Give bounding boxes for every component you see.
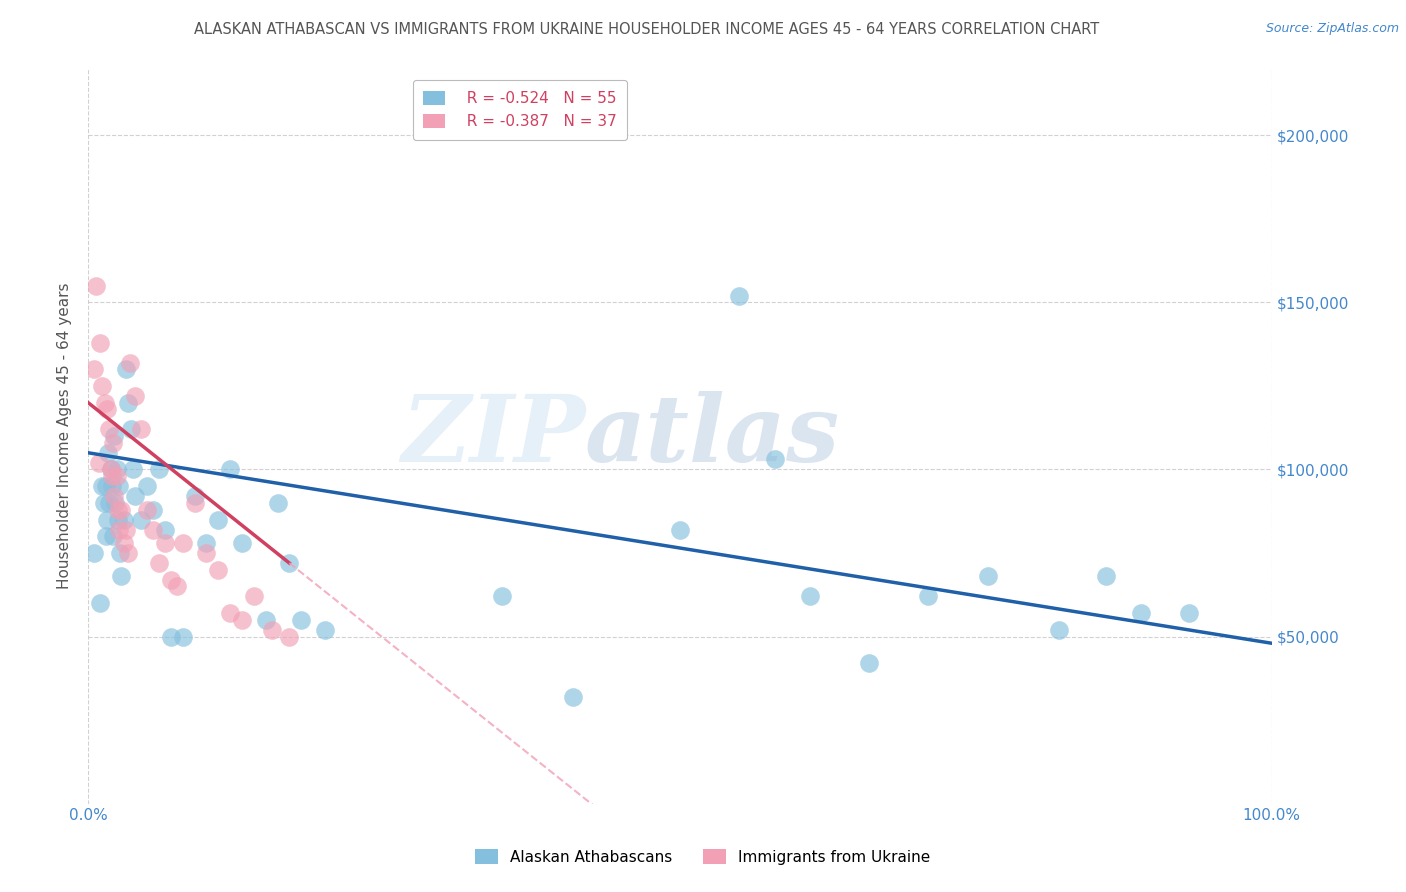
Point — [83, 362, 105, 376]
Point — [195, 546, 218, 560]
Point — [290, 613, 312, 627]
Point — [260, 623, 283, 637]
Point — [105, 462, 128, 476]
Point — [83, 546, 105, 560]
Point — [107, 513, 129, 527]
Point — [669, 523, 692, 537]
Point — [131, 422, 153, 436]
Point — [89, 596, 111, 610]
Point — [87, 456, 110, 470]
Point — [858, 657, 880, 671]
Point — [93, 496, 115, 510]
Point — [266, 496, 288, 510]
Point — [148, 556, 170, 570]
Point — [93, 395, 115, 409]
Point — [219, 462, 242, 476]
Point — [120, 422, 142, 436]
Point — [94, 479, 117, 493]
Point — [1177, 606, 1199, 620]
Y-axis label: Householder Income Ages 45 - 64 years: Householder Income Ages 45 - 64 years — [58, 283, 72, 590]
Point — [124, 489, 146, 503]
Point — [98, 422, 121, 436]
Point — [166, 579, 188, 593]
Point — [314, 623, 336, 637]
Legend: Alaskan Athabascans, Immigrants from Ukraine: Alaskan Athabascans, Immigrants from Ukr… — [470, 843, 936, 871]
Point — [153, 523, 176, 537]
Point — [103, 489, 125, 503]
Point — [97, 446, 120, 460]
Point — [96, 513, 118, 527]
Point — [122, 462, 145, 476]
Point — [100, 462, 122, 476]
Point — [172, 630, 194, 644]
Point — [105, 469, 128, 483]
Point — [153, 536, 176, 550]
Point — [1095, 569, 1118, 583]
Point — [124, 389, 146, 403]
Point — [142, 523, 165, 537]
Point — [89, 335, 111, 350]
Point — [160, 630, 183, 644]
Point — [100, 462, 122, 476]
Point — [108, 546, 131, 560]
Point — [160, 573, 183, 587]
Text: Source: ZipAtlas.com: Source: ZipAtlas.com — [1265, 22, 1399, 36]
Point — [183, 489, 205, 503]
Point — [104, 496, 127, 510]
Point — [101, 469, 124, 483]
Point — [107, 502, 129, 516]
Point — [136, 479, 159, 493]
Point — [86, 278, 108, 293]
Point — [91, 479, 114, 493]
Point — [142, 502, 165, 516]
Point — [491, 590, 513, 604]
Point — [148, 462, 170, 476]
Point — [136, 502, 159, 516]
Legend:   R = -0.524   N = 55,   R = -0.387   N = 37: R = -0.524 N = 55, R = -0.387 N = 37 — [413, 80, 627, 140]
Point — [1047, 623, 1070, 637]
Point — [101, 479, 124, 493]
Point — [243, 590, 266, 604]
Point — [118, 355, 141, 369]
Point — [112, 513, 135, 527]
Point — [219, 606, 242, 620]
Point — [195, 536, 218, 550]
Point — [183, 496, 205, 510]
Point — [231, 536, 253, 550]
Point — [131, 513, 153, 527]
Point — [117, 395, 139, 409]
Point — [1130, 606, 1153, 620]
Point — [172, 536, 194, 550]
Point — [110, 502, 132, 516]
Point — [115, 523, 138, 537]
Point — [728, 289, 751, 303]
Point — [278, 630, 301, 644]
Point — [94, 529, 117, 543]
Point — [278, 556, 301, 570]
Point — [207, 563, 229, 577]
Point — [976, 569, 998, 583]
Point — [101, 529, 124, 543]
Point — [207, 513, 229, 527]
Point — [254, 613, 277, 627]
Point — [112, 536, 135, 550]
Point — [91, 379, 114, 393]
Point — [101, 435, 124, 450]
Point — [562, 690, 585, 704]
Point — [763, 452, 786, 467]
Text: ALASKAN ATHABASCAN VS IMMIGRANTS FROM UKRAINE HOUSEHOLDER INCOME AGES 45 - 64 YE: ALASKAN ATHABASCAN VS IMMIGRANTS FROM UK… — [194, 22, 1099, 37]
Point — [108, 479, 131, 493]
Text: ZIP: ZIP — [401, 391, 585, 481]
Text: atlas: atlas — [585, 391, 841, 481]
Point — [103, 429, 125, 443]
Point — [108, 523, 131, 537]
Point — [117, 546, 139, 560]
Point — [917, 590, 939, 604]
Point — [98, 496, 121, 510]
Point — [231, 613, 253, 627]
Point — [96, 402, 118, 417]
Point — [799, 590, 821, 604]
Point — [110, 569, 132, 583]
Point — [115, 362, 138, 376]
